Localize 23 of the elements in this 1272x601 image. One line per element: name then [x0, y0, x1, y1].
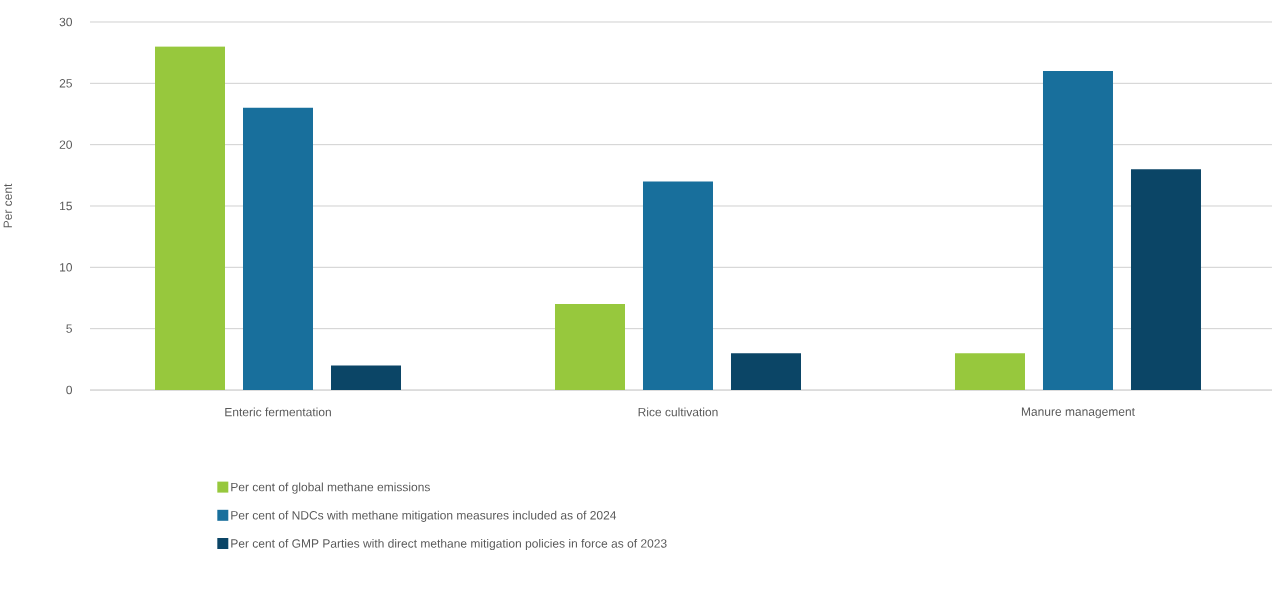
bar	[243, 107, 313, 390]
y-tick-label: 25	[59, 79, 72, 88]
x-tick-label: Enteric fermentation	[225, 407, 331, 417]
bar	[954, 353, 1025, 390]
bar	[1130, 169, 1201, 390]
bar	[730, 353, 801, 390]
legend-label: Per cent of global methane emissions	[231, 482, 430, 494]
y-tick-label: 5	[66, 324, 72, 333]
bar	[642, 181, 713, 390]
y-tick-label: 0	[66, 385, 73, 395]
bar	[555, 304, 625, 390]
bar	[331, 365, 402, 390]
x-tick-label: Manure management	[1021, 407, 1135, 419]
x-tick-label: Rice cultivation	[638, 407, 718, 417]
bar	[155, 46, 225, 390]
y-tick-label: 20	[59, 140, 73, 149]
y-axis-title: Per cent	[3, 183, 12, 228]
legend-label: Per cent of NDCs with methane mitigation measures included as of 2024	[231, 510, 617, 522]
bar	[1042, 71, 1113, 390]
y-tick-label: 15	[60, 201, 72, 211]
legend-label: Per cent of GMP Parties with direct methane mitigation policies in force as of 2023	[231, 538, 667, 551]
y-tick-label: 30	[59, 17, 73, 27]
y-tick-label: 10	[60, 263, 73, 272]
